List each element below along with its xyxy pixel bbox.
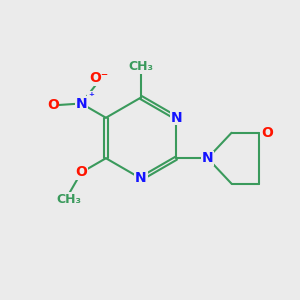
Text: O: O	[75, 166, 87, 179]
Text: CH₃: CH₃	[57, 193, 82, 206]
Text: N: N	[75, 97, 87, 110]
Text: ⁺: ⁺	[88, 92, 94, 102]
Text: N: N	[135, 172, 147, 185]
Text: O: O	[261, 126, 273, 140]
Text: N: N	[202, 151, 213, 165]
Text: N: N	[170, 111, 182, 125]
Text: CH₃: CH₃	[128, 60, 154, 73]
Text: O⁻: O⁻	[90, 71, 109, 85]
Text: O: O	[47, 98, 59, 112]
